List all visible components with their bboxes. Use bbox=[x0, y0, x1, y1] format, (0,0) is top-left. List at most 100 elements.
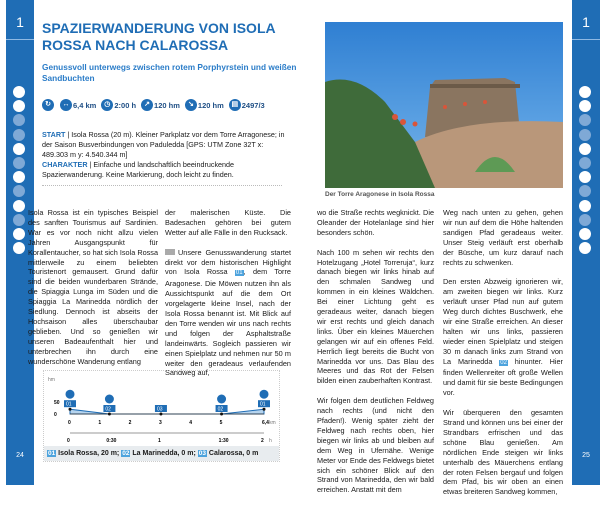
stat-value: 120 hm bbox=[197, 100, 224, 110]
child-friendly-icon bbox=[13, 86, 25, 98]
legend-waypoint-badge: 01 bbox=[47, 450, 57, 457]
bus-icon bbox=[13, 114, 25, 127]
waypoint-badge bbox=[215, 405, 228, 412]
text-column-2: der malerischen Küste. Die Badesachen ge… bbox=[165, 208, 291, 388]
swimming-icon bbox=[579, 242, 591, 255]
start-label: START bbox=[42, 130, 66, 139]
stat-distance: ↔ 6,4 km bbox=[60, 99, 96, 111]
tour-stats: ↻ ↔ 6,4 km ◷ 2:00 h ↗ 120 hm ↘ 120 hm ▤ 2497/3 bbox=[42, 99, 265, 111]
waypoint-id: 02 bbox=[105, 407, 111, 413]
cable-car-icon bbox=[13, 128, 25, 141]
waypoint-badge bbox=[64, 400, 76, 408]
time-tick-label: 0 bbox=[67, 438, 70, 444]
restaurant-icon bbox=[259, 389, 269, 399]
x-tick-label: 2 bbox=[129, 420, 132, 426]
stat-value: 2:00 h bbox=[114, 100, 137, 110]
profile-point bbox=[68, 407, 72, 411]
page-number-right: 25 bbox=[582, 452, 590, 459]
page-title: SPAZIERWANDERUNG VON ISOLA ROSSA NACH CA… bbox=[42, 20, 276, 53]
rock bbox=[405, 121, 563, 188]
swimming-icon bbox=[13, 242, 25, 255]
text: hinunter. Hier finden Wellenreiter oft g… bbox=[443, 356, 563, 398]
tour-number: 1 bbox=[572, 0, 600, 40]
paragraph: Wir folgen dem deutlichen Feldweg nach r… bbox=[317, 396, 434, 495]
child-friendly-icon bbox=[579, 86, 591, 98]
legend-waypoint-badge: 03 bbox=[197, 450, 207, 457]
waypoint-badge: 02 bbox=[499, 359, 508, 366]
restaurant-icon bbox=[579, 142, 591, 155]
subtitle: Genussvoll unterwegs zwischen rotem Porp… bbox=[42, 62, 297, 83]
text: Unsere Genusswanderung startet direkt vo… bbox=[165, 247, 291, 277]
profile-point bbox=[220, 412, 224, 416]
water-icon bbox=[579, 227, 591, 240]
stat-descent: ↘ 120 hm bbox=[184, 99, 224, 111]
waypoint-badge bbox=[103, 405, 116, 412]
waypoint-id: 01 bbox=[66, 402, 72, 408]
time-tick-label: 1:30 bbox=[219, 438, 229, 444]
elevation-area bbox=[69, 408, 265, 415]
winter-icon bbox=[579, 171, 591, 184]
hut-icon bbox=[579, 156, 591, 169]
legend-text: Isola Rossa, 20 m; bbox=[56, 450, 122, 457]
restaurant-icon bbox=[104, 394, 114, 404]
profile-point bbox=[107, 412, 111, 416]
x-tick-label: 0 bbox=[68, 420, 71, 426]
profile-point bbox=[262, 407, 266, 411]
feature-icons bbox=[579, 86, 593, 256]
right-tour-tab: 1 25 bbox=[572, 0, 600, 485]
section-marker-icon bbox=[165, 248, 175, 255]
winter-icon bbox=[13, 171, 25, 184]
text: Den ersten Abzweig ignorieren wir, am zw… bbox=[443, 277, 563, 366]
trash-icon bbox=[579, 213, 591, 226]
time-tick-label: 2 bbox=[261, 438, 264, 444]
map-icon: ▤ bbox=[228, 99, 241, 111]
x-tick-label: 4 bbox=[189, 420, 192, 426]
plants bbox=[325, 79, 435, 188]
water-icon bbox=[13, 227, 25, 240]
closed-road-icon bbox=[579, 199, 591, 212]
stat-map: ▤ 2497/3 bbox=[228, 99, 265, 111]
restaurant-icon bbox=[13, 142, 25, 155]
x-tick-label: 6,4 bbox=[262, 420, 269, 426]
paragraph: Nach 100 m sehen wir rechts den Hotelzug… bbox=[317, 247, 434, 386]
tour-info: START | Isola Rossa (20 m). Kleiner Park… bbox=[42, 130, 287, 180]
time-unit: h bbox=[269, 438, 272, 444]
x-tick-label: 3 bbox=[159, 420, 162, 426]
time-tick-label: 1 bbox=[158, 438, 161, 444]
paragraph: Den ersten Abzweig ignorieren wir, am zw… bbox=[443, 277, 563, 398]
photo-caption: Der Torre Aragonese in Isola Rossa bbox=[325, 191, 435, 198]
profile-point bbox=[159, 412, 163, 416]
elevation-profile: hm 50 0 0 1 2 3 4 5 6,4 km 0 0:30 1 1:30 2 h 01 02 03 02 01 0… bbox=[43, 370, 280, 462]
y-axis-label: hm bbox=[48, 377, 55, 383]
descent-icon: ↘ bbox=[184, 99, 197, 111]
paragraph: Wir überqueren den gesamten Strand und k… bbox=[443, 408, 563, 497]
character-label: CHARAKTER bbox=[42, 160, 88, 169]
y-tick-label: 0 bbox=[54, 412, 57, 418]
time-tick-label: 0:30 bbox=[106, 438, 116, 444]
paragraph: Isola Rossa ist ein typisches Beispiel d… bbox=[28, 208, 158, 366]
waypoint-badge: 01 bbox=[234, 270, 244, 277]
paragraph: Weg nach unten zu gehen, gehen wir nun a… bbox=[443, 208, 563, 267]
waypoint-id: 03 bbox=[157, 407, 163, 413]
parking-icon bbox=[13, 100, 25, 113]
x-unit: km bbox=[269, 420, 276, 426]
distance-icon: ↔ bbox=[60, 99, 72, 111]
stat-loop: ↻ bbox=[42, 99, 55, 111]
stat-ascent: ↗ 120 hm bbox=[141, 99, 180, 111]
trash-icon bbox=[13, 213, 25, 226]
waypoint-id: 01 bbox=[260, 402, 266, 408]
hut-icon bbox=[13, 156, 25, 169]
stat-value: 2497/3 bbox=[241, 100, 265, 110]
legend-waypoint-badge: 02 bbox=[121, 450, 131, 457]
page-number-left: 24 bbox=[16, 452, 24, 459]
ascent-icon: ↗ bbox=[141, 99, 154, 111]
legend-text: Calarossa, 0 m bbox=[206, 450, 259, 457]
start-text: | Isola Rossa (20 m). Kleiner Parkplatz … bbox=[42, 130, 285, 159]
x-tick-label: 5 bbox=[220, 420, 223, 426]
bus-icon bbox=[579, 114, 591, 127]
text-column-3: wo die Straße rechts wegknickt. Die Olea… bbox=[317, 208, 434, 505]
closed-road-icon bbox=[13, 199, 25, 212]
waypoint-badge bbox=[154, 405, 167, 412]
legend-text: La Marinedda, 0 m; bbox=[130, 450, 198, 457]
